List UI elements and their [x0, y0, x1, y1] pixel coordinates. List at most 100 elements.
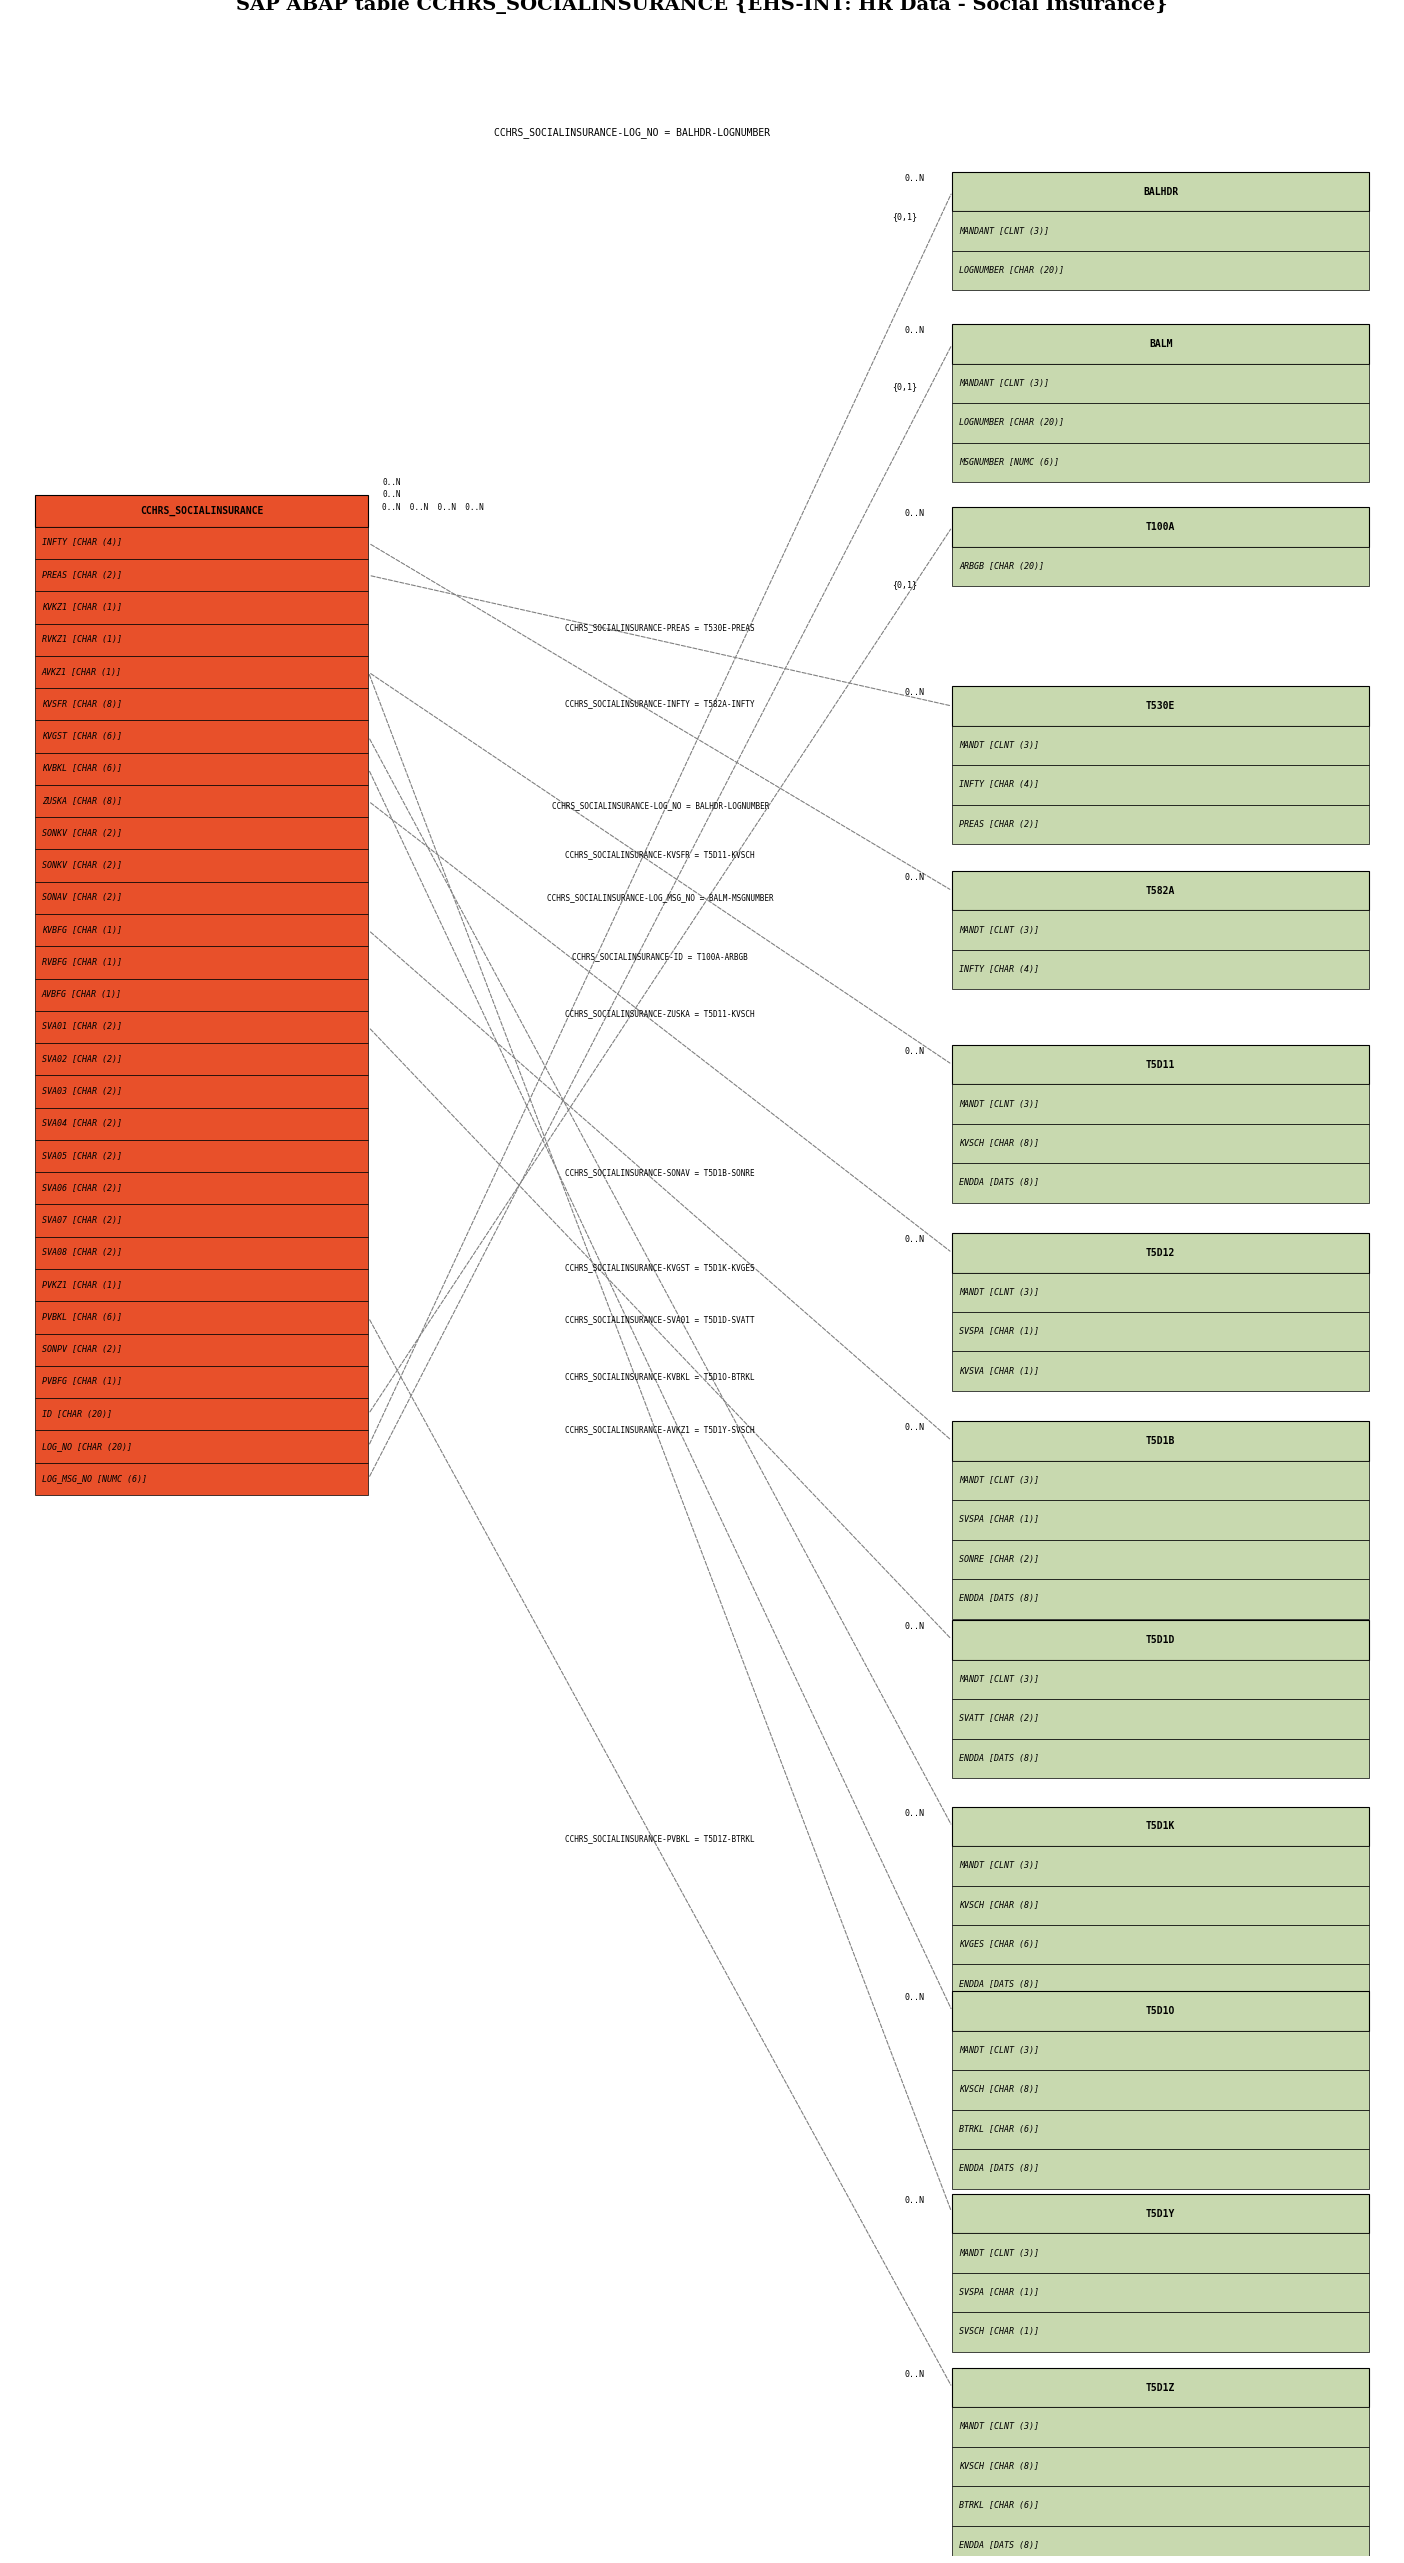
Text: MANDT [CLNT (3)]: MANDT [CLNT (3)] — [959, 1100, 1039, 1110]
FancyBboxPatch shape — [952, 1661, 1369, 1699]
FancyBboxPatch shape — [35, 818, 368, 848]
FancyBboxPatch shape — [952, 1046, 1369, 1084]
FancyBboxPatch shape — [952, 1991, 1369, 2030]
Text: CCHRS_SOCIALINSURANCE-KVBKL = T5D1O-BTRKL: CCHRS_SOCIALINSURANCE-KVBKL = T5D1O-BTRK… — [566, 1371, 755, 1381]
Text: KVGST [CHAR (6)]: KVGST [CHAR (6)] — [42, 733, 122, 741]
Text: 0..N: 0..N — [904, 1046, 924, 1056]
Text: CCHRS_SOCIALINSURANCE-KVSFR = T5D11-KVSCH: CCHRS_SOCIALINSURANCE-KVSFR = T5D11-KVSC… — [566, 851, 755, 859]
FancyBboxPatch shape — [952, 1807, 1369, 1845]
FancyBboxPatch shape — [35, 754, 368, 784]
Text: T5D11: T5D11 — [1146, 1059, 1175, 1069]
Text: SVATT [CHAR (2)]: SVATT [CHAR (2)] — [959, 1715, 1039, 1722]
Text: SVA06 [CHAR (2)]: SVA06 [CHAR (2)] — [42, 1184, 122, 1192]
Text: MANDT [CLNT (3)]: MANDT [CLNT (3)] — [959, 1676, 1039, 1684]
Text: ENDDA [DATS (8)]: ENDDA [DATS (8)] — [959, 2540, 1039, 2550]
FancyBboxPatch shape — [35, 1010, 368, 1043]
Text: T5D1K: T5D1K — [1146, 1822, 1175, 1833]
Text: {0,1}: {0,1} — [893, 382, 917, 392]
FancyBboxPatch shape — [35, 1238, 368, 1269]
Text: 0..N: 0..N — [904, 1422, 924, 1433]
Text: SONKV [CHAR (2)]: SONKV [CHAR (2)] — [42, 828, 122, 838]
FancyBboxPatch shape — [952, 805, 1369, 843]
Text: MANDT [CLNT (3)]: MANDT [CLNT (3)] — [959, 2422, 1039, 2432]
FancyBboxPatch shape — [35, 1076, 368, 1107]
FancyBboxPatch shape — [952, 443, 1369, 482]
Text: 0..N: 0..N — [904, 2371, 924, 2378]
FancyBboxPatch shape — [952, 210, 1369, 251]
FancyBboxPatch shape — [952, 1925, 1369, 1963]
FancyBboxPatch shape — [952, 1620, 1369, 1661]
FancyBboxPatch shape — [35, 592, 368, 623]
Text: INFTY [CHAR (4)]: INFTY [CHAR (4)] — [959, 966, 1039, 974]
Text: KVBFG [CHAR (1)]: KVBFG [CHAR (1)] — [42, 925, 122, 935]
FancyBboxPatch shape — [952, 766, 1369, 805]
FancyBboxPatch shape — [952, 2448, 1369, 2486]
Text: KVSCH [CHAR (8)]: KVSCH [CHAR (8)] — [959, 2086, 1039, 2094]
Text: SVSPA [CHAR (1)]: SVSPA [CHAR (1)] — [959, 1328, 1039, 1335]
FancyBboxPatch shape — [952, 2030, 1369, 2071]
Text: SVSPA [CHAR (1)]: SVSPA [CHAR (1)] — [959, 1515, 1039, 1525]
Text: PVBKL [CHAR (6)]: PVBKL [CHAR (6)] — [42, 1312, 122, 1323]
Text: ENDDA [DATS (8)]: ENDDA [DATS (8)] — [959, 2163, 1039, 2173]
Text: ENDDA [DATS (8)]: ENDDA [DATS (8)] — [959, 1753, 1039, 1763]
FancyBboxPatch shape — [952, 2525, 1369, 2563]
FancyBboxPatch shape — [35, 915, 368, 946]
FancyBboxPatch shape — [952, 2312, 1369, 2353]
Text: RVBFG [CHAR (1)]: RVBFG [CHAR (1)] — [42, 959, 122, 966]
FancyBboxPatch shape — [35, 559, 368, 592]
FancyBboxPatch shape — [35, 979, 368, 1010]
Text: 0..N: 0..N — [904, 1235, 924, 1243]
FancyBboxPatch shape — [952, 2109, 1369, 2150]
FancyBboxPatch shape — [952, 326, 1369, 364]
FancyBboxPatch shape — [35, 495, 368, 528]
Text: MANDANT [CLNT (3)]: MANDANT [CLNT (3)] — [959, 226, 1049, 236]
FancyBboxPatch shape — [35, 720, 368, 754]
FancyBboxPatch shape — [35, 656, 368, 689]
FancyBboxPatch shape — [35, 1366, 368, 1397]
Text: CCHRS_SOCIALINSURANCE-ZUSKA = T5D11-KVSCH: CCHRS_SOCIALINSURANCE-ZUSKA = T5D11-KVSC… — [566, 1010, 755, 1018]
Text: SONKV [CHAR (2)]: SONKV [CHAR (2)] — [42, 861, 122, 869]
Text: CCHRS_SOCIALINSURANCE-KVGST = T5D1K-KVGES: CCHRS_SOCIALINSURANCE-KVGST = T5D1K-KVGE… — [566, 1264, 755, 1274]
FancyBboxPatch shape — [952, 1886, 1369, 1925]
Text: KVSCH [CHAR (8)]: KVSCH [CHAR (8)] — [959, 2463, 1039, 2471]
FancyBboxPatch shape — [952, 1845, 1369, 1886]
Text: SVA01 [CHAR (2)]: SVA01 [CHAR (2)] — [42, 1023, 122, 1030]
Text: SVA07 [CHAR (2)]: SVA07 [CHAR (2)] — [42, 1215, 122, 1225]
Text: KVSCH [CHAR (8)]: KVSCH [CHAR (8)] — [959, 1138, 1039, 1148]
FancyBboxPatch shape — [35, 1107, 368, 1141]
FancyBboxPatch shape — [952, 725, 1369, 766]
Text: 0..N: 0..N — [904, 2196, 924, 2204]
Text: MANDT [CLNT (3)]: MANDT [CLNT (3)] — [959, 1287, 1039, 1297]
Text: MANDT [CLNT (3)]: MANDT [CLNT (3)] — [959, 2045, 1039, 2056]
Text: 0..N: 0..N — [904, 687, 924, 697]
FancyBboxPatch shape — [35, 784, 368, 818]
Text: SVSPA [CHAR (1)]: SVSPA [CHAR (1)] — [959, 2289, 1039, 2296]
FancyBboxPatch shape — [952, 1963, 1369, 2004]
Text: KVSVA [CHAR (1)]: KVSVA [CHAR (1)] — [959, 1366, 1039, 1376]
Text: SONPV [CHAR (2)]: SONPV [CHAR (2)] — [42, 1346, 122, 1353]
FancyBboxPatch shape — [952, 910, 1369, 951]
FancyBboxPatch shape — [952, 1123, 1369, 1164]
Text: T5D1B: T5D1B — [1146, 1435, 1175, 1446]
Text: SONRE [CHAR (2)]: SONRE [CHAR (2)] — [959, 1556, 1039, 1563]
Text: AVBFG [CHAR (1)]: AVBFG [CHAR (1)] — [42, 989, 122, 1000]
FancyBboxPatch shape — [35, 1171, 368, 1205]
FancyBboxPatch shape — [952, 1351, 1369, 1392]
Text: BTRKL [CHAR (6)]: BTRKL [CHAR (6)] — [959, 2125, 1039, 2135]
Text: SVA02 [CHAR (2)]: SVA02 [CHAR (2)] — [42, 1056, 122, 1064]
Text: ZUSKA [CHAR (8)]: ZUSKA [CHAR (8)] — [42, 797, 122, 805]
FancyBboxPatch shape — [35, 623, 368, 656]
FancyBboxPatch shape — [952, 687, 1369, 725]
Text: CCHRS_SOCIALINSURANCE-LOG_MSG_NO = BALM-MSGNUMBER: CCHRS_SOCIALINSURANCE-LOG_MSG_NO = BALM-… — [548, 894, 774, 902]
FancyBboxPatch shape — [35, 1430, 368, 1463]
FancyBboxPatch shape — [952, 546, 1369, 587]
FancyBboxPatch shape — [952, 1233, 1369, 1274]
Text: SVA03 [CHAR (2)]: SVA03 [CHAR (2)] — [42, 1087, 122, 1097]
Text: BTRKL [CHAR (6)]: BTRKL [CHAR (6)] — [959, 2501, 1039, 2509]
Text: INFTY [CHAR (4)]: INFTY [CHAR (4)] — [42, 538, 122, 548]
FancyBboxPatch shape — [35, 1043, 368, 1076]
Text: LOGNUMBER [CHAR (20)]: LOGNUMBER [CHAR (20)] — [959, 418, 1064, 428]
Text: SVA08 [CHAR (2)]: SVA08 [CHAR (2)] — [42, 1248, 122, 1258]
FancyBboxPatch shape — [952, 2194, 1369, 2232]
Text: CCHRS_SOCIALINSURANCE-LOG_NO = BALHDR-LOGNUMBER: CCHRS_SOCIALINSURANCE-LOG_NO = BALHDR-LO… — [494, 128, 771, 138]
